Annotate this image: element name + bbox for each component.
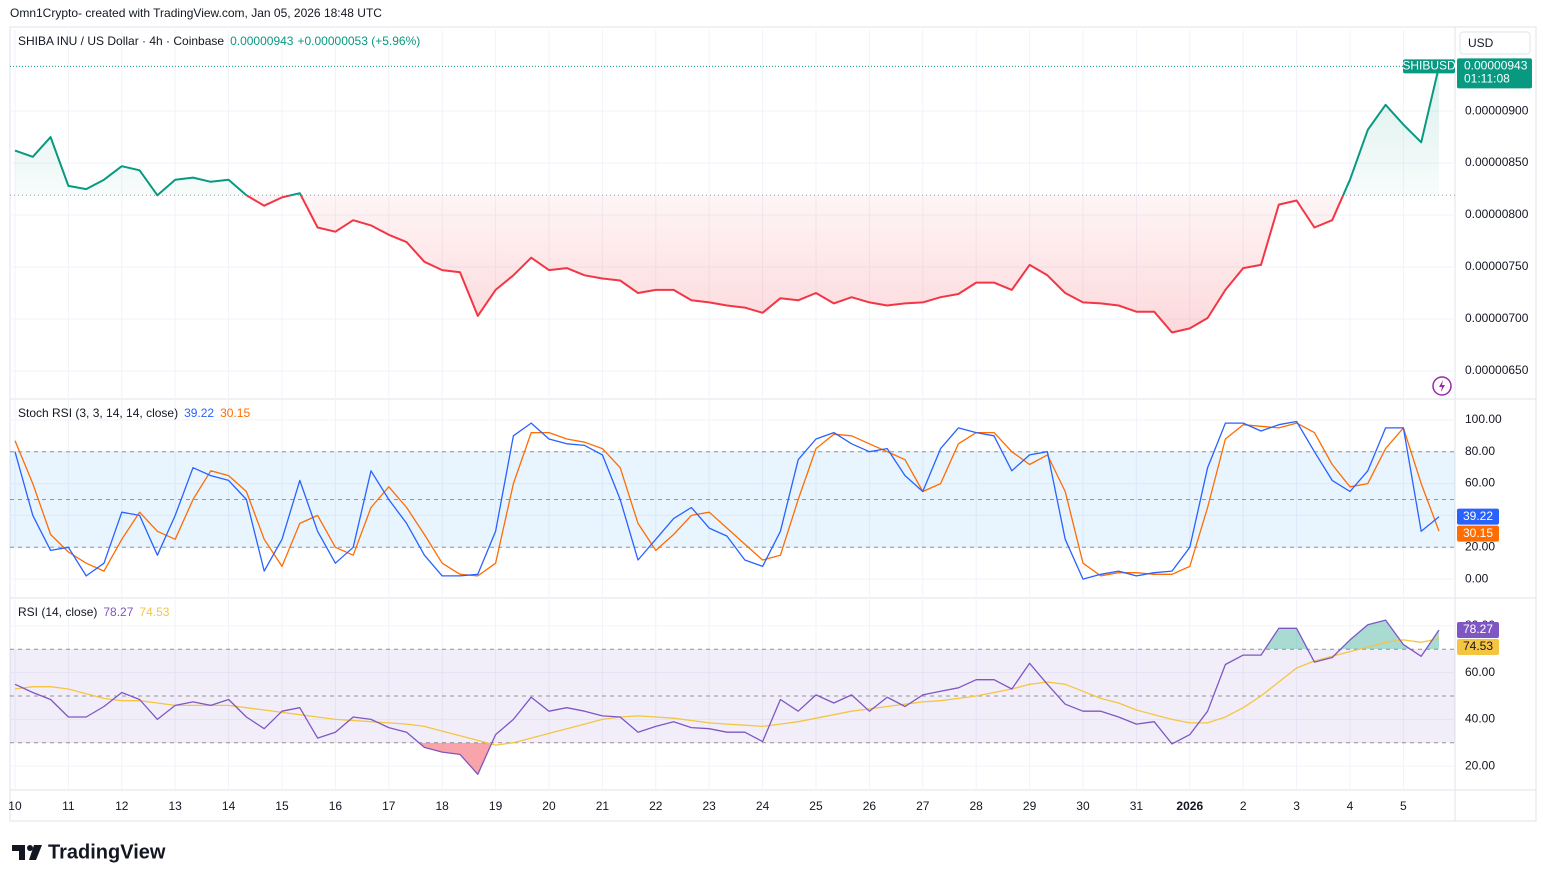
y-tick-label: 20.00 [1465, 758, 1495, 772]
value-tag [1457, 638, 1499, 655]
currency-button[interactable] [1459, 31, 1531, 55]
y-tick-label: 0.00000800 [1465, 207, 1529, 221]
stoch-d-value: 30.15 [220, 406, 250, 420]
x-tick-label: 14 [222, 799, 236, 813]
stoch-legend: Stoch RSI (3, 3, 14, 14, close) 39.22 30.1… [18, 406, 250, 420]
x-tick-label: 2 [1240, 799, 1247, 813]
indicator-line [14, 422, 1440, 577]
x-tick-label: 12 [115, 799, 129, 813]
y-tick-label: 40.00 [1465, 712, 1495, 726]
indicator-line [14, 638, 1440, 746]
y-tick-label: 0.00000900 [1465, 103, 1529, 117]
rsi-ma-value: 74.53 [139, 605, 169, 619]
y-tick-label: 20.00 [1465, 539, 1495, 553]
x-tick-label: 29 [1023, 799, 1037, 813]
x-tick-label: 3 [1293, 799, 1300, 813]
value-tag [1457, 508, 1499, 525]
rsi-legend: RSI (14, close) 78.27 74.53 [18, 605, 170, 619]
rsi-value: 78.27 [103, 605, 133, 619]
rsi-title: RSI (14, close) [18, 605, 97, 619]
y-tick-label: 60.00 [1465, 665, 1495, 679]
x-tick-label: 30 [1076, 799, 1090, 813]
logo-dot [27, 845, 33, 851]
x-tick-label: 11 [62, 799, 75, 813]
x-tick-label: 13 [169, 799, 183, 813]
y-tick-label: 80.00 [1465, 444, 1495, 458]
price-tag-value: 0.00000943 [1464, 59, 1528, 73]
x-tick-label: 5 [1400, 799, 1407, 813]
brand-logo [12, 845, 42, 860]
value-tag [1457, 525, 1499, 542]
credit: Omn1Crypto- created with TradingView.com… [10, 6, 382, 20]
y-tick-label: 0.00000700 [1465, 311, 1529, 325]
y-tick-label: 0.00000650 [1465, 363, 1529, 377]
indicator-line [14, 619, 1440, 775]
x-tick-label: 26 [863, 799, 877, 813]
countdown: 01:11:08 [1464, 72, 1510, 86]
indicator-line [14, 420, 1440, 580]
x-tick-label: 18 [436, 799, 450, 813]
value-tag-label: 78.27 [1463, 622, 1493, 636]
ticker-tag [1403, 59, 1455, 74]
price-line [14, 66, 1440, 334]
brand: TradingView [48, 841, 166, 863]
overbought-fill [14, 620, 1439, 650]
value-tag-label: 74.53 [1463, 639, 1493, 653]
x-tick-label: 17 [382, 799, 396, 813]
value-tag-label: 30.15 [1463, 526, 1493, 540]
symbol: SHIBA INU / US Dollar · 4h · Coinbase [18, 34, 224, 48]
last-price: 0.00000943 [230, 34, 294, 48]
x-tick-label: 25 [809, 799, 823, 813]
y-tick-label: 0.00 [1465, 571, 1489, 585]
x-tick-label: 16 [329, 799, 343, 813]
value-tag-label: 39.22 [1463, 509, 1493, 523]
x-tick-label: 4 [1347, 799, 1354, 813]
stoch-title: Stoch RSI (3, 3, 14, 14, close) [18, 406, 178, 420]
ticker-name: SHIBUSD [1402, 59, 1456, 73]
x-tick-label: 23 [703, 799, 717, 813]
x-tick-label: 20 [542, 799, 556, 813]
chart-frame [9, 26, 1537, 822]
x-tick-label: 21 [596, 799, 610, 813]
symbol-legend: SHIBA INU / US Dollar · 4h · Coinbase 0.0… [18, 34, 420, 48]
y-tick-label: 100.00 [1465, 412, 1502, 426]
currency[interactable]: USD [1468, 36, 1494, 50]
plot: 10 11 12 13 14 15 16 17 18 19 20 21 22 23 24 25 26 27 28 29… [8, 30, 1532, 813]
value-tag [1457, 621, 1499, 638]
x-tick-label: 28 [970, 799, 984, 813]
x-tick-label: 27 [916, 799, 930, 813]
alert-bolt [1439, 380, 1445, 392]
y-tick-label: 0.00000850 [1465, 155, 1529, 169]
price-change: +0.00000053 (+5.96%) [297, 34, 420, 48]
price-tag [1457, 58, 1532, 89]
x-tick-label: 24 [756, 799, 770, 813]
x-tick-label: 31 [1130, 799, 1144, 813]
logo-slash [29, 845, 42, 860]
baseline-area [14, 66, 1439, 333]
x-tick-label: 10 [8, 799, 22, 813]
x-tick-label: 22 [649, 799, 663, 813]
y-tick-label: 60.00 [1465, 476, 1495, 490]
logo-seven [12, 845, 25, 860]
y-tick-label: 0.00000750 [1465, 259, 1529, 273]
stoch-k-value: 39.22 [184, 406, 214, 420]
x-tick-label: 15 [275, 799, 289, 813]
x-tick-label: 2026 [1176, 799, 1203, 813]
x-tick-label: 19 [489, 799, 503, 813]
